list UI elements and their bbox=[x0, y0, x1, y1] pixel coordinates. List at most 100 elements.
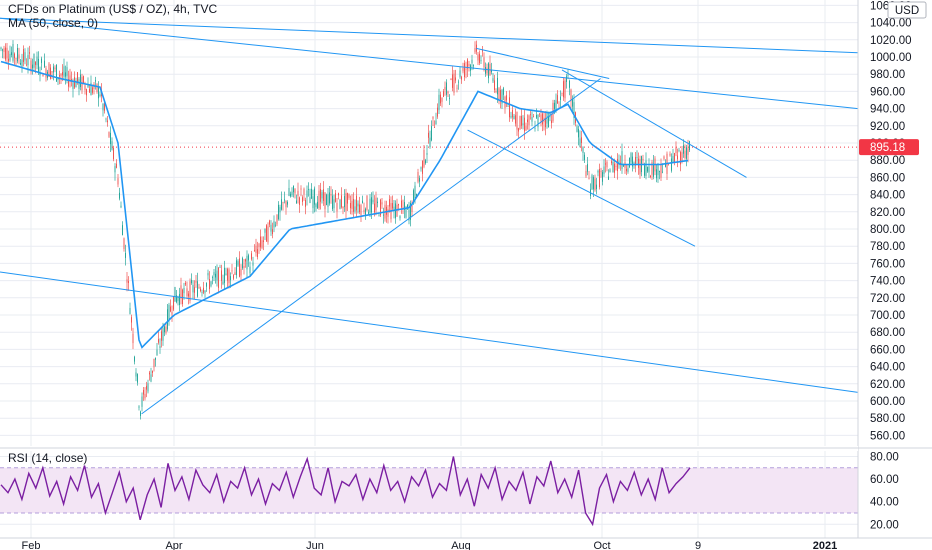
candle-body bbox=[621, 151, 623, 169]
candle-body bbox=[29, 52, 30, 54]
candle-body bbox=[212, 277, 213, 278]
candle-body bbox=[233, 275, 234, 279]
candle-body bbox=[560, 96, 561, 100]
candle-body bbox=[41, 58, 42, 63]
time-axis-label: 2021 bbox=[813, 540, 837, 550]
candle-body bbox=[195, 280, 197, 283]
candle-body bbox=[194, 287, 195, 293]
candle-body bbox=[525, 126, 527, 131]
price-axis-label: 980.00 bbox=[870, 69, 905, 81]
candle-body bbox=[237, 261, 239, 266]
candle-body bbox=[137, 374, 138, 383]
candle-body bbox=[450, 78, 452, 80]
candle-body bbox=[56, 64, 57, 82]
rsi-overbought-oversold-band bbox=[0, 467, 858, 513]
candle-body bbox=[284, 199, 285, 201]
candle-body bbox=[432, 116, 434, 119]
candle-body bbox=[647, 167, 648, 172]
candle-body bbox=[506, 95, 507, 101]
currency-button[interactable] bbox=[887, 1, 927, 19]
candle-body bbox=[113, 147, 114, 160]
candle-body bbox=[567, 74, 569, 76]
candle-body bbox=[593, 177, 594, 190]
candle-body bbox=[162, 327, 164, 341]
time-axis-labels: Feb Apr Jun Aug Oct 9 2021 bbox=[22, 540, 838, 550]
candle-body bbox=[252, 262, 254, 266]
candle-body bbox=[288, 187, 290, 197]
trend-lines[interactable] bbox=[0, 17, 859, 415]
candle-body bbox=[545, 118, 546, 128]
candle-body bbox=[255, 245, 257, 253]
candle-body bbox=[515, 115, 516, 124]
candle-body bbox=[467, 59, 468, 69]
time-axis-label: Jun bbox=[306, 540, 324, 550]
candle-body bbox=[557, 95, 558, 104]
candle-body bbox=[566, 76, 567, 83]
candle-body bbox=[632, 156, 633, 167]
candle-body bbox=[491, 70, 492, 73]
candle-body bbox=[77, 72, 78, 82]
candle-body bbox=[597, 170, 599, 173]
candle-body bbox=[111, 141, 113, 150]
candle-body bbox=[446, 82, 447, 95]
candle-body bbox=[44, 60, 45, 67]
candle-body bbox=[209, 278, 210, 290]
rsi-axis-label: 60.00 bbox=[870, 474, 899, 486]
candle-body bbox=[449, 97, 450, 99]
candle-body bbox=[435, 120, 437, 125]
candle-body bbox=[24, 52, 26, 61]
candle-body bbox=[588, 178, 590, 180]
candle-body bbox=[468, 64, 470, 67]
candle-body bbox=[338, 193, 339, 196]
price-axis-label: 640.00 bbox=[870, 362, 905, 374]
candle-body bbox=[71, 79, 72, 81]
candle-body bbox=[291, 191, 293, 196]
candle-body bbox=[315, 204, 317, 208]
candle-body bbox=[176, 295, 177, 303]
candle-body bbox=[464, 63, 465, 78]
candle-body bbox=[573, 102, 575, 118]
candle-body bbox=[357, 203, 359, 207]
candle-body bbox=[461, 76, 462, 80]
candle-body bbox=[663, 156, 665, 159]
price-axis-label: 1020.00 bbox=[870, 35, 912, 47]
trend-line bbox=[141, 78, 601, 415]
candle-body bbox=[294, 188, 296, 194]
ma-indicator-label[interactable]: MA (50, close, 0) bbox=[8, 16, 98, 30]
candle-body bbox=[53, 66, 54, 73]
candle-body bbox=[329, 192, 330, 204]
rsi-indicator-label[interactable]: RSI (14, close) bbox=[8, 451, 87, 465]
candle-body bbox=[507, 105, 509, 107]
candle-body bbox=[80, 74, 81, 88]
candle-body bbox=[399, 216, 401, 219]
candle-body bbox=[596, 184, 597, 190]
candle-body bbox=[389, 199, 390, 207]
candle-body bbox=[126, 279, 128, 283]
candle-body bbox=[678, 150, 680, 151]
candle-body bbox=[689, 141, 690, 151]
candle-body bbox=[386, 206, 387, 215]
candle-body bbox=[117, 178, 119, 185]
candle-body bbox=[180, 285, 182, 299]
candle-body bbox=[482, 50, 483, 52]
currency-button-label: USD bbox=[895, 5, 919, 17]
candle-body bbox=[312, 196, 314, 209]
candle-body bbox=[21, 59, 23, 68]
candle-body bbox=[336, 203, 338, 212]
candle-body bbox=[8, 58, 9, 62]
candle-body bbox=[174, 287, 176, 302]
candle-body bbox=[143, 390, 144, 395]
candle-body bbox=[125, 253, 126, 258]
candle-body bbox=[518, 128, 519, 132]
candle-body bbox=[377, 201, 378, 204]
candle-body bbox=[513, 115, 515, 120]
candle-body bbox=[230, 276, 231, 281]
candle-body bbox=[662, 171, 663, 173]
candle-body bbox=[579, 138, 581, 148]
candle-body bbox=[443, 91, 444, 97]
candle-body bbox=[327, 194, 329, 207]
candle-body bbox=[197, 281, 198, 297]
candle-body bbox=[684, 150, 686, 159]
candle-body bbox=[107, 120, 108, 123]
